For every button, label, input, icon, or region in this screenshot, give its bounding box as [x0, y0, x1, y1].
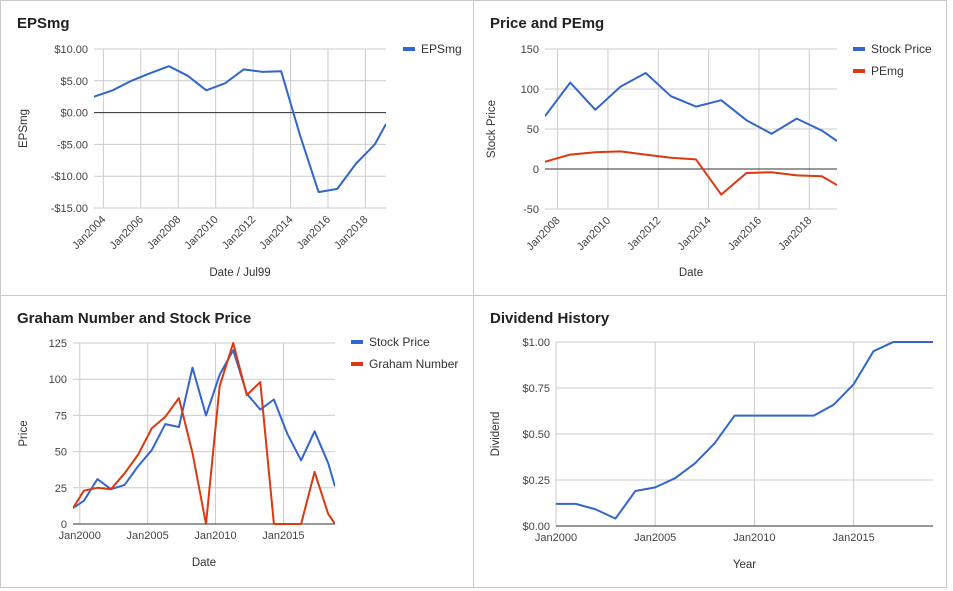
- x-tick-label: Jan2005: [127, 530, 169, 542]
- x-tick-label: Jan2010: [182, 214, 220, 252]
- legend-label: PEmg: [871, 64, 904, 78]
- y-tick-label: -$15.00: [51, 203, 88, 215]
- x-tick-label: Jan2010: [733, 532, 775, 544]
- series-line-pemg: [545, 150, 837, 196]
- y-axis-label: Stock Price: [486, 100, 498, 158]
- x-tick-label: Jan2000: [535, 532, 577, 544]
- legend-swatch: [853, 69, 865, 73]
- x-axis-label: Date: [192, 557, 216, 569]
- x-tick-label: Jan2018: [332, 214, 370, 252]
- x-tick-label: Jan2010: [194, 530, 236, 542]
- legend-swatch: [351, 362, 363, 366]
- x-axis-label: Date: [679, 267, 703, 279]
- y-tick-label: 100: [49, 374, 67, 386]
- chart-panel-dividend-history: $1.00 $0.75 $0.50 $0.25 $0.00 Jan2000 Jan2005 J…: [473, 295, 947, 588]
- series-line: [556, 341, 933, 520]
- x-tick-label: Jan2015: [833, 532, 875, 544]
- y-tick-label: 25: [55, 483, 67, 495]
- chart-svg: $10.00$5.00$0.00-$5.00-$10.00-$15.00Jan2…: [18, 42, 462, 279]
- y-tick-label: -50: [523, 204, 539, 216]
- legend-swatch: [853, 47, 865, 51]
- y-tick-label: $5.00: [60, 76, 88, 88]
- y-tick-label: $0.50: [522, 429, 550, 441]
- chart-title: Graham Number and Stock Price: [17, 310, 252, 327]
- legend-label: Graham Number: [369, 357, 458, 371]
- y-tick-label: $0.25: [522, 475, 550, 487]
- x-tick-label: Jan2000: [59, 530, 101, 542]
- y-tick-label: $0.00: [522, 521, 550, 533]
- x-tick-label: Jan2008: [145, 214, 183, 252]
- chart-panel-graham-number: 125 100 75 50 25 0 Jan2000 Jan2005 Jan2010 Jan201…: [0, 295, 474, 588]
- x-tick-label: Jan2015: [262, 530, 304, 542]
- x-axis-label: Year: [733, 559, 756, 571]
- x-tick-label: Jan2004: [70, 214, 108, 252]
- series-line-graham-number: [73, 342, 335, 525]
- y-tick-label: -$10.00: [51, 171, 88, 183]
- x-axis-label: Date / Jul99: [209, 267, 270, 279]
- x-tick-label: Jan2014: [257, 214, 295, 252]
- y-tick-label: $0.75: [522, 383, 550, 395]
- x-tick-label: Jan2005: [634, 532, 676, 544]
- y-axis-label: Dividend: [490, 412, 502, 457]
- legend-label: Stock Price: [369, 335, 430, 349]
- series-line-stock-price: [545, 72, 837, 142]
- chart-panel-price-and-pemg: 150 100 50 0 -50 Jan2008 Jan2010 Jan2012 Jan2014…: [473, 0, 947, 296]
- legend-label: EPSmg: [421, 42, 462, 56]
- legend-label: Stock Price: [871, 42, 932, 56]
- y-tick-label: $0.00: [60, 108, 88, 120]
- y-tick-label: 50: [55, 447, 67, 459]
- y-tick-label: 150: [521, 44, 539, 56]
- x-tick-label: Jan2012: [625, 215, 663, 253]
- x-tick-label: Jan2018: [776, 215, 814, 253]
- y-tick-label: 50: [527, 124, 539, 136]
- chart-title: EPSmg: [17, 15, 70, 32]
- y-tick-label: 0: [61, 519, 67, 531]
- y-tick-label: $1.00: [522, 337, 550, 349]
- y-tick-label: $10.00: [54, 44, 88, 56]
- legend-swatch: [351, 340, 363, 344]
- y-tick-label: 75: [55, 410, 67, 422]
- x-tick-label: Jan2014: [675, 215, 713, 253]
- x-tick-label: Jan2016: [295, 214, 333, 252]
- x-tick-label: Jan2006: [108, 214, 146, 252]
- x-tick-label: Jan2016: [726, 215, 764, 253]
- y-tick-label: 0: [533, 164, 539, 176]
- y-axis-label: EPSmg: [18, 109, 30, 148]
- x-tick-label: Jan2010: [575, 215, 613, 253]
- series-line-epsmg: [94, 65, 386, 194]
- y-tick-label: 125: [49, 338, 67, 350]
- series-line-stock-price: [73, 349, 335, 509]
- y-tick-label: 100: [521, 84, 539, 96]
- y-axis-label: Price: [18, 420, 30, 446]
- y-tick-label: -$5.00: [57, 139, 88, 151]
- chart-panel-epsmg: $10.00 $5.00 $0.00 -$5.00 -$10.00 -$15.00 Jan2…: [0, 0, 474, 296]
- x-tick-label: Jan2008: [524, 215, 562, 253]
- chart-title: Price and PEmg: [490, 15, 605, 32]
- chart-title: Dividend History: [490, 310, 610, 327]
- legend-swatch: [403, 47, 415, 51]
- x-tick-label: Jan2012: [220, 214, 258, 252]
